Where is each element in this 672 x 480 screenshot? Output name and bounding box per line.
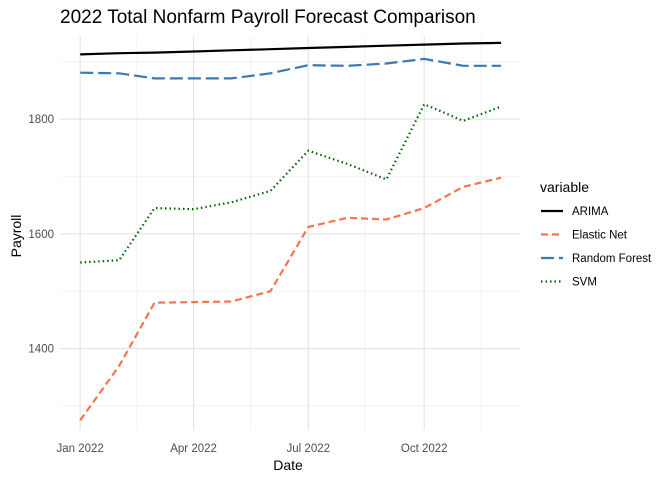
chart-title: 2022 Total Nonfarm Payroll Forecast Comp… <box>60 7 476 28</box>
grid-lines <box>60 36 520 430</box>
series-line-arima <box>80 41 502 56</box>
x-tick-label: Jul 2022 <box>287 443 330 455</box>
series-line-svm <box>80 103 502 264</box>
series-line-random-forest <box>80 57 502 80</box>
legend-title: variable <box>540 179 589 195</box>
y-tick-label: 1400 <box>28 344 54 356</box>
x-axis-ticks: Jan 2022 Apr 2022 Jul 2022 Oct 2022 <box>57 443 448 455</box>
y-axis-title: Payroll <box>8 215 24 258</box>
series-line-elastic-net <box>79 176 502 421</box>
legend-label: Random Forest <box>572 253 652 265</box>
series-lines <box>79 41 502 421</box>
legend-label: SVM <box>572 277 597 289</box>
y-tick-label: 1800 <box>28 114 54 126</box>
y-axis-ticks: 1400 1600 1800 <box>28 114 54 355</box>
legend-label: ARIMA <box>572 206 609 218</box>
y-tick-label: 1600 <box>28 229 54 241</box>
plot-area <box>60 36 520 430</box>
x-tick-label: Apr 2022 <box>170 443 217 455</box>
x-tick-label: Jan 2022 <box>57 443 104 455</box>
legend: variable ARIMA Elastic Net Random Forest SV… <box>540 179 652 289</box>
legend-label: Elastic Net <box>572 230 628 242</box>
x-tick-label: Oct 2022 <box>401 443 448 455</box>
x-axis-title: Date <box>273 457 303 473</box>
